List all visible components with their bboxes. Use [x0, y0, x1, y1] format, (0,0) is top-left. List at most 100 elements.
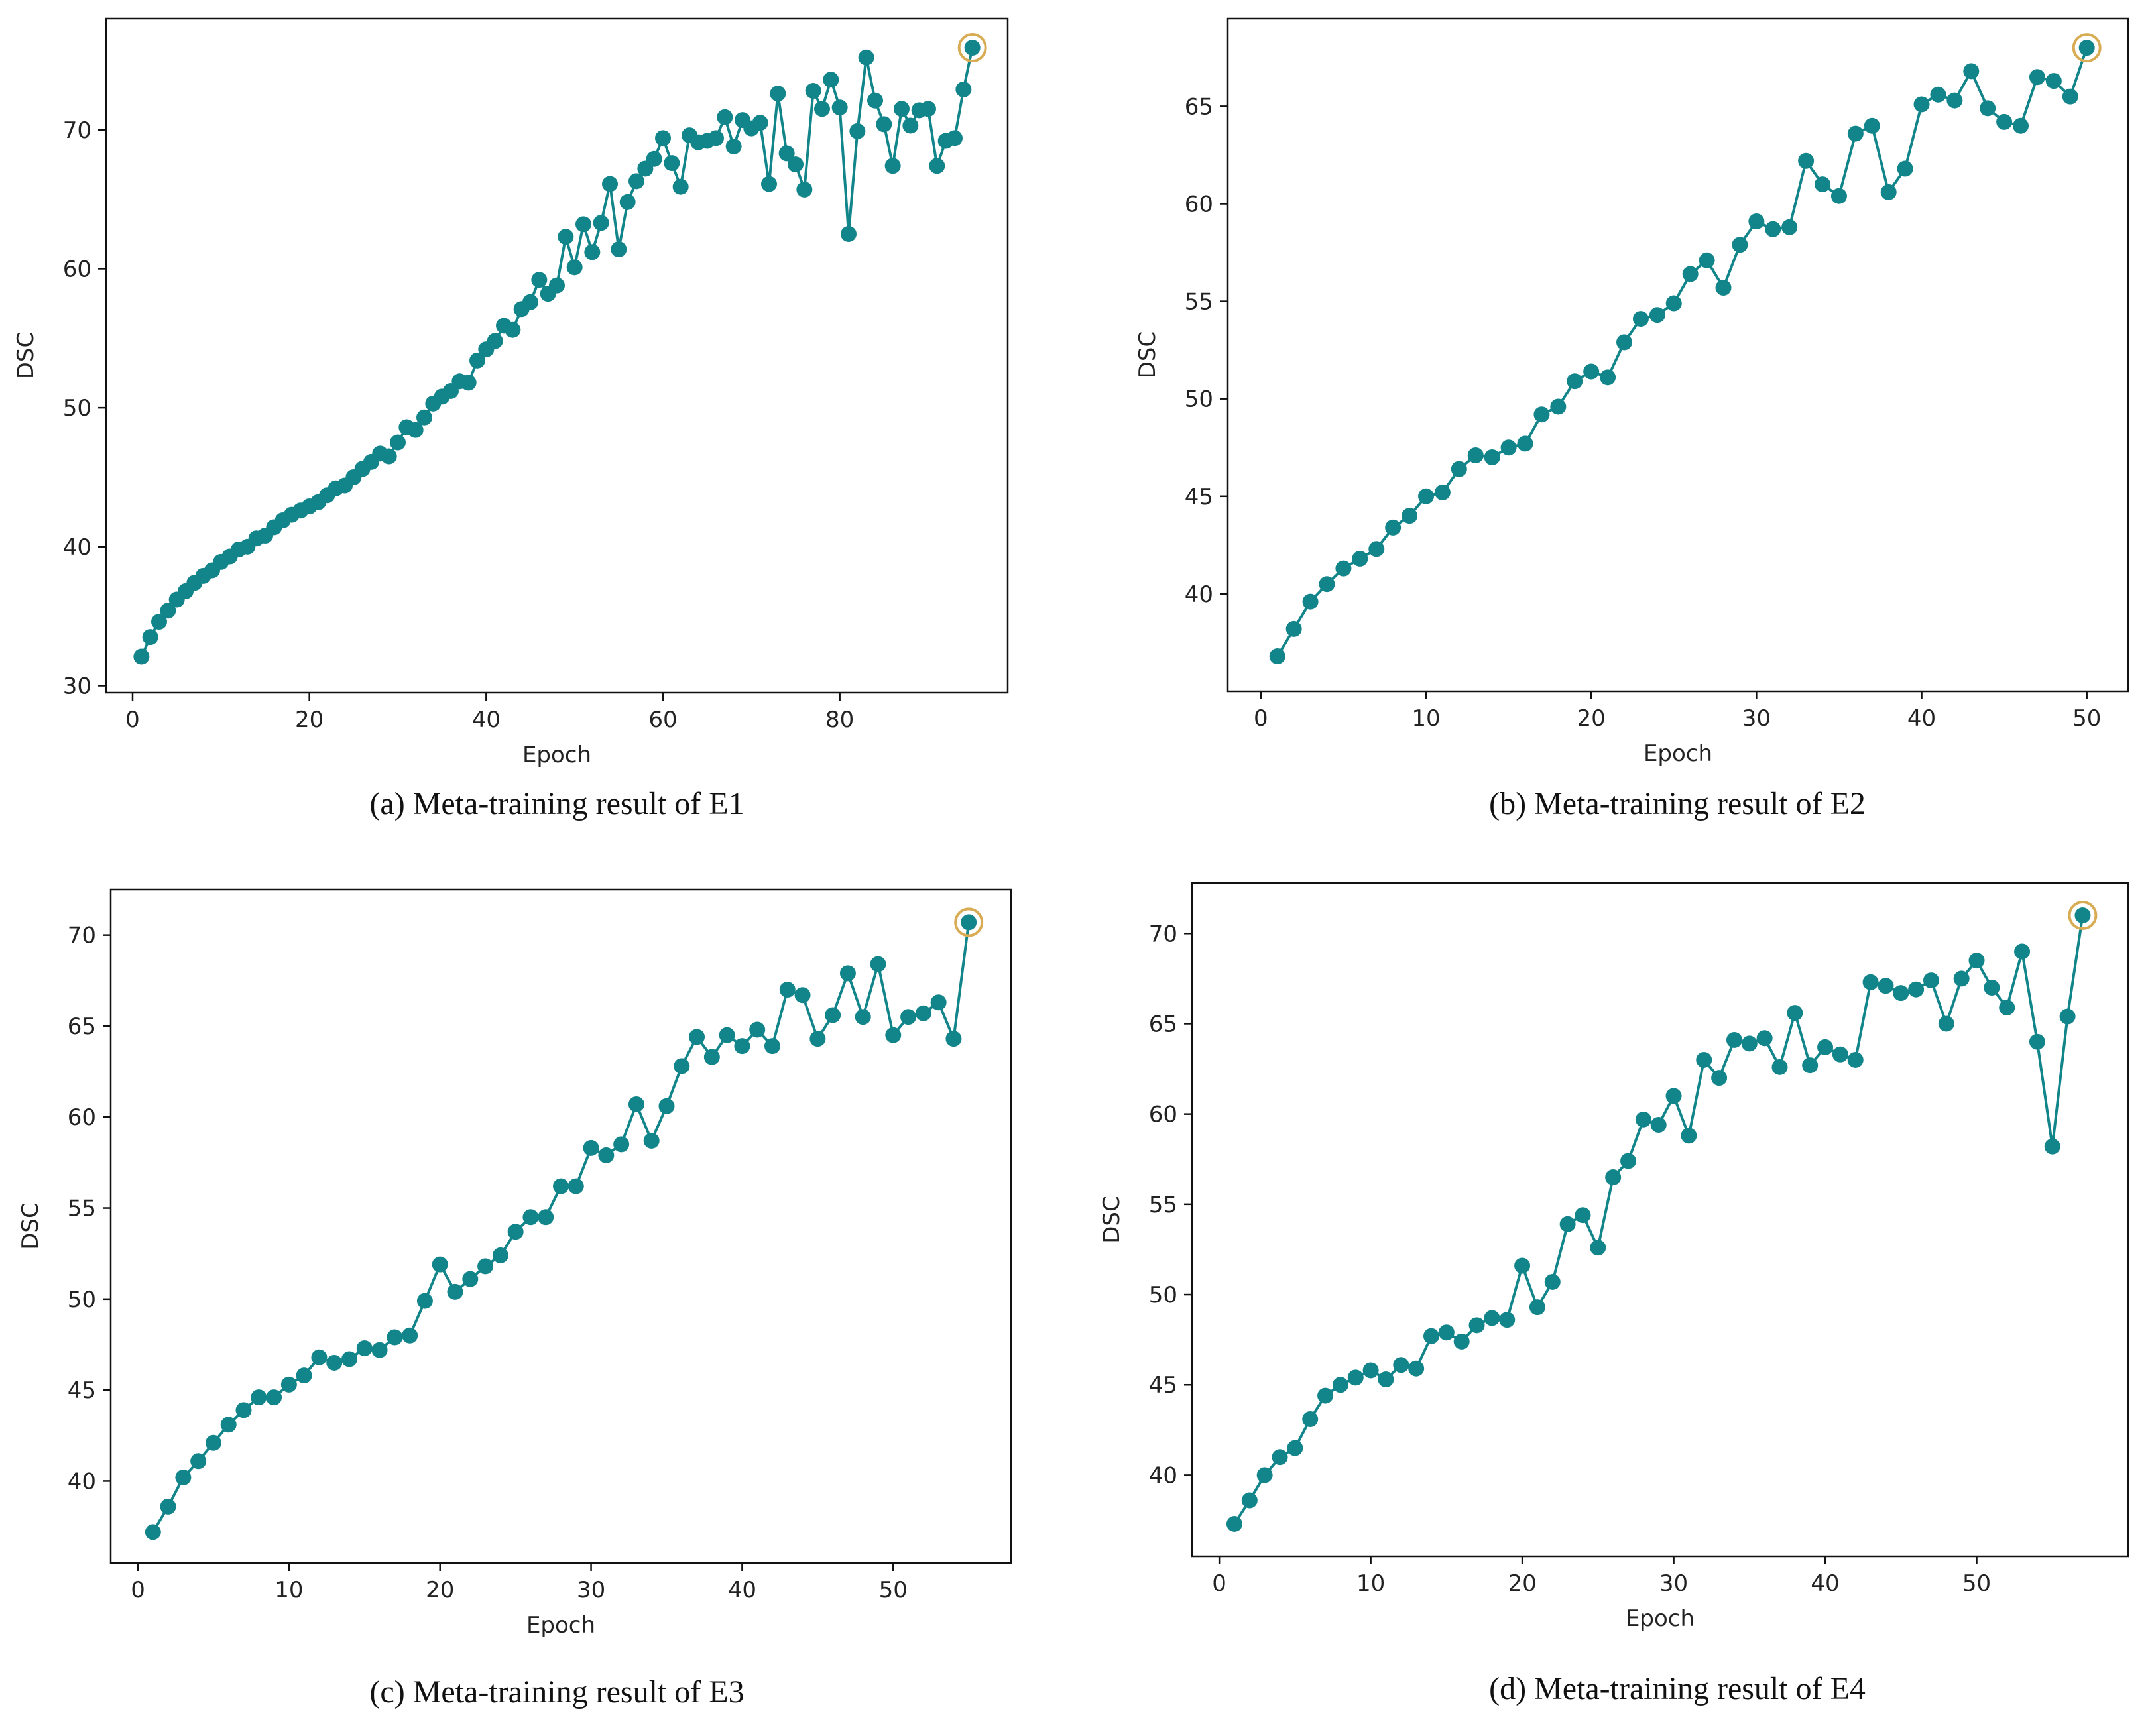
data-point — [1741, 1035, 1758, 1052]
data-point — [1423, 1328, 1439, 1344]
data-point — [1533, 406, 1550, 423]
data-point — [884, 158, 901, 174]
y-tick-label: 55 — [68, 1196, 96, 1222]
chart-svg-c: 0 10 20 30 40 50 40 45 50 55 60 65 70 Epoch DSC — [17, 888, 1012, 1639]
data-point — [145, 1524, 161, 1540]
data-point — [1616, 334, 1633, 351]
plot-frame — [109, 888, 1012, 1564]
data-point — [1468, 1317, 1485, 1334]
data-point — [1529, 1299, 1545, 1316]
data-point — [1984, 979, 2000, 996]
x-tick-label: 30 — [1742, 705, 1771, 732]
y-axis-label: DSC — [1099, 1196, 1125, 1244]
x-tick-label: 0 — [125, 707, 140, 733]
data-point — [770, 86, 786, 102]
data-point — [2062, 88, 2078, 105]
data-point — [1665, 1088, 1682, 1104]
data-point — [1567, 373, 1583, 390]
data-point — [1999, 999, 2015, 1015]
data-point — [1908, 981, 1925, 998]
data-point — [602, 176, 618, 192]
x-tick-label: 60 — [648, 707, 677, 733]
series-line — [140, 47, 974, 658]
data-point — [1878, 978, 1894, 994]
data-point — [839, 965, 856, 982]
data-point — [553, 1178, 569, 1194]
y-tick-label: 65 — [68, 1013, 96, 1040]
y-axis-label: DSC — [1134, 331, 1161, 379]
y-axis-label: DSC — [13, 332, 39, 380]
y-tick-label: 45 — [68, 1377, 96, 1404]
data-point — [778, 145, 795, 162]
data-point — [1847, 1051, 1864, 1068]
chart-svg-a: 0 20 40 60 80 30 40 50 60 70 Epoch DSC — [13, 17, 1009, 768]
data-point — [1864, 117, 1880, 134]
data-point — [1897, 160, 1913, 177]
data-point — [251, 1389, 267, 1406]
data-point — [598, 1147, 615, 1163]
plot-frame — [105, 17, 1009, 694]
data-point — [1517, 435, 1533, 452]
data-point — [664, 155, 680, 172]
x-tick-label: 0 — [1254, 705, 1268, 732]
best-epoch-highlight — [957, 33, 987, 63]
data-point — [416, 409, 432, 426]
data-point — [955, 81, 972, 97]
data-point — [531, 272, 548, 288]
data-point — [507, 1224, 524, 1240]
data-point — [1550, 398, 1567, 415]
data-point — [867, 92, 883, 109]
data-point — [1953, 970, 1970, 987]
y-tick-label: 70 — [1149, 921, 1177, 947]
caption-b: (b) Meta-training result of E2 — [1489, 786, 1866, 821]
data-point — [1600, 369, 1616, 386]
data-point — [1287, 1440, 1303, 1456]
data-point — [613, 1136, 630, 1153]
data-point — [749, 1021, 766, 1038]
chart-panel-d: 0 10 20 30 40 50 40 45 50 55 60 65 70 Epoch DSC — [1087, 868, 2148, 1736]
chart-panel-a: 0 20 40 60 80 30 40 50 60 70 Epoch DSC — [0, 0, 1034, 868]
data-point — [885, 1027, 902, 1043]
data-point — [1418, 488, 1435, 504]
data-point — [779, 982, 796, 998]
data-point — [566, 259, 583, 276]
data-point — [929, 158, 945, 174]
data-point — [2059, 1008, 2076, 1025]
data-point — [387, 1329, 403, 1346]
data-point — [220, 1417, 237, 1433]
x-tick-label: 50 — [2072, 705, 2101, 732]
data-point — [674, 1058, 690, 1074]
data-point — [2078, 40, 2095, 56]
data-point — [1241, 1492, 1258, 1509]
data-point — [1402, 508, 1418, 524]
data-point — [1499, 1312, 1516, 1328]
series-line — [1276, 47, 2088, 658]
data-point — [1880, 184, 1897, 200]
series-line — [152, 922, 971, 1533]
data-point — [825, 1007, 841, 1023]
x-axis-label: Epoch — [1643, 740, 1712, 767]
data-point — [855, 1009, 871, 1025]
data-point — [761, 176, 777, 192]
chart-panel-c: 0 10 20 30 40 50 40 45 50 55 60 65 70 Epoch DSC — [0, 868, 1034, 1736]
data-point — [1332, 1377, 1348, 1393]
x-tick-label: 30 — [1659, 1570, 1688, 1597]
data-point — [655, 130, 671, 146]
x-tick-label: 0 — [131, 1577, 145, 1603]
y-tick-label: 40 — [63, 534, 91, 561]
data-point — [1544, 1273, 1561, 1290]
y-tick-label: 50 — [68, 1287, 96, 1313]
data-point — [1484, 449, 1500, 465]
x-tick-label: 50 — [879, 1577, 908, 1603]
x-tick-label: 40 — [1907, 705, 1936, 732]
data-point — [1756, 1030, 1773, 1047]
data-point — [593, 215, 609, 231]
data-point — [266, 1389, 282, 1406]
data-point — [341, 1351, 358, 1367]
x-tick-label: 0 — [1212, 1570, 1226, 1597]
data-point — [611, 241, 627, 258]
data-point — [805, 83, 821, 99]
data-point — [1787, 1005, 1803, 1021]
data-point — [1798, 152, 1815, 169]
data-point — [719, 1027, 735, 1043]
